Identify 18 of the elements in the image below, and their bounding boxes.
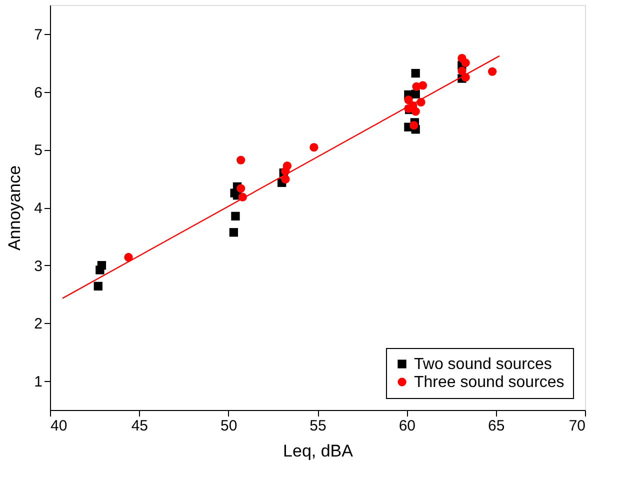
y-tick-label: 5 xyxy=(34,142,42,160)
legend-label: Three sound sources xyxy=(414,374,564,391)
x-tick-label: 70 xyxy=(568,418,586,434)
x-tick-label: 65 xyxy=(488,418,505,434)
y-tick-label: 4 xyxy=(34,200,42,217)
y-tick-label: 3 xyxy=(34,258,42,275)
y-tick-label: 7 xyxy=(34,26,42,44)
x-tick-label: 55 xyxy=(310,418,326,434)
y-tick-label: 6 xyxy=(34,84,42,102)
x-tick-label: 40 xyxy=(50,418,68,434)
x-tick-label: 60 xyxy=(398,418,416,434)
x-tick-label: 50 xyxy=(220,418,238,434)
y-tick-label: 2 xyxy=(34,316,42,333)
x-tick-label: 45 xyxy=(131,418,148,434)
y-tick-label: 1 xyxy=(34,374,42,391)
y-axis-title: Annoyance xyxy=(5,165,24,251)
x-axis-title: Leq, dBA xyxy=(283,442,354,460)
legend-label: Two sound sources xyxy=(414,356,552,373)
